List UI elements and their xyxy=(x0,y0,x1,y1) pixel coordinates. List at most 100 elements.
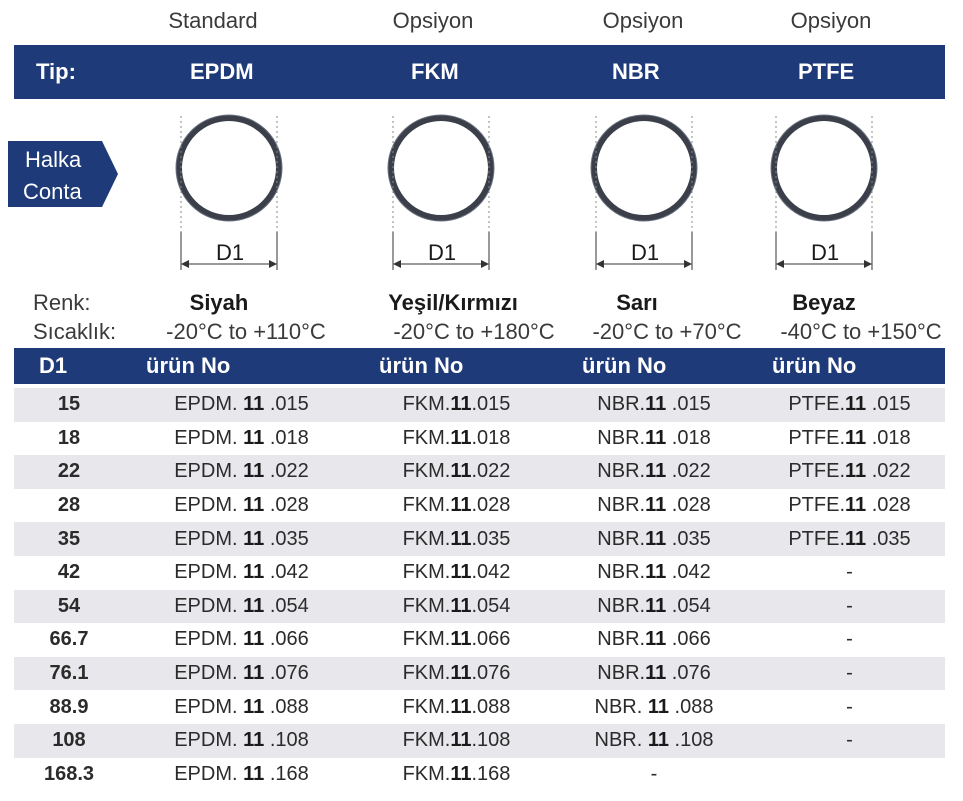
cell-ptfe: - xyxy=(754,589,945,624)
cell-nbr: NBR.11 .054 xyxy=(554,589,754,624)
code-suffix: .066 xyxy=(666,628,711,651)
code-suffix: .018 xyxy=(666,426,711,449)
code-suffix: .054 xyxy=(471,594,511,617)
cell-ptfe xyxy=(754,757,945,792)
code-suffix: .168 xyxy=(264,762,309,785)
ring-diagram-ptfe: D1 xyxy=(770,112,880,272)
code-prefix: NBR. xyxy=(594,729,648,752)
code-series: 11 xyxy=(243,494,265,517)
color-fkm: Yeşil/Kırmızı xyxy=(388,290,518,315)
code-suffix: .018 xyxy=(264,426,309,449)
type-epdm: EPDM xyxy=(190,59,254,84)
code-series: 11 xyxy=(645,594,667,617)
table-row: 42 EPDM. 11 .042 FKM.11.042 NBR.11 .042- xyxy=(14,555,945,590)
cell-fkm: FKM.11.042 xyxy=(359,555,554,590)
code-prefix: - xyxy=(650,762,658,785)
code-suffix: .018 xyxy=(471,426,511,449)
cell-d1: 168.3 xyxy=(14,757,124,792)
code-prefix: NBR. xyxy=(597,527,646,550)
temp-epdm: -20°C to +110°C xyxy=(166,319,326,344)
cell-nbr: NBR.11 .042 xyxy=(554,555,754,590)
code-series: 11 xyxy=(645,561,667,584)
cell-d1: 54 xyxy=(14,589,124,624)
code-suffix: .028 xyxy=(666,494,711,517)
cell-epdm: EPDM. 11 .015 xyxy=(124,388,359,422)
col-header-ptfe: ürün No xyxy=(772,353,857,378)
ring-tag-line1: Halka xyxy=(25,147,82,172)
code-suffix: .042 xyxy=(471,561,511,584)
code-suffix: .035 xyxy=(666,527,711,550)
d1-dimension-label: D1 xyxy=(427,240,457,265)
cell-d1: 18 xyxy=(14,421,124,456)
code-suffix: .054 xyxy=(264,594,309,617)
sicaklik-label: Sıcaklık: xyxy=(33,319,117,344)
code-series: 11 xyxy=(845,460,867,483)
code-suffix: .088 xyxy=(669,695,714,718)
type-ptfe: PTFE xyxy=(798,59,855,84)
cell-epdm: EPDM. 11 .108 xyxy=(124,723,359,758)
code-prefix: FKM. xyxy=(402,628,451,651)
d1-dimension-label: D1 xyxy=(810,240,840,265)
code-suffix: .035 xyxy=(866,527,911,550)
type-nbr: NBR xyxy=(612,59,660,84)
cell-epdm: EPDM. 11 .042 xyxy=(124,555,359,590)
cell-fkm: FKM.11.108 xyxy=(359,723,554,758)
code-series: 11 xyxy=(243,628,265,651)
temp-ptfe: -40°C to +150°C xyxy=(780,319,942,344)
cell-d1: 108 xyxy=(14,723,124,758)
code-prefix: EPDM. xyxy=(174,762,244,785)
code-prefix: - xyxy=(846,628,853,651)
ring-icon xyxy=(770,114,878,270)
table-row: 28 EPDM. 11 .028 FKM.11.028 NBR.11 .028 PTFE… xyxy=(14,488,945,523)
cell-d1: 35 xyxy=(14,522,124,556)
tag-arrow-shape xyxy=(8,141,118,207)
col-header-d1: D1 xyxy=(39,353,68,378)
code-prefix: FKM. xyxy=(402,393,451,416)
code-suffix: .028 xyxy=(866,494,911,517)
cell-epdm: EPDM. 11 .076 xyxy=(124,656,359,691)
code-series: 11 xyxy=(647,695,669,718)
cell-d1: 88.9 xyxy=(14,690,124,724)
cell-ptfe: - xyxy=(754,656,945,691)
col-header-fkm: ürün No xyxy=(379,353,464,378)
code-suffix: .015 xyxy=(666,393,711,416)
cell-ptfe: - xyxy=(754,723,945,758)
code-prefix: EPDM. xyxy=(174,628,244,651)
code-suffix: .088 xyxy=(264,695,309,718)
code-series: 11 xyxy=(845,494,867,517)
code-prefix: NBR. xyxy=(597,561,646,584)
code-suffix: .066 xyxy=(264,628,309,651)
code-prefix: FKM. xyxy=(402,561,451,584)
cell-nbr: NBR.11 .066 xyxy=(554,623,754,657)
code-prefix: EPDM. xyxy=(174,527,244,550)
code-prefix: FKM. xyxy=(402,594,451,617)
code-series: 11 xyxy=(450,561,472,584)
code-series: 11 xyxy=(645,393,667,416)
code-prefix: - xyxy=(846,594,853,617)
code-series: 11 xyxy=(645,460,667,483)
table-row: 108 EPDM. 11 .108 FKM.11.108 NBR. 11 .108- xyxy=(14,723,945,758)
cell-fkm: FKM.11.076 xyxy=(359,656,554,691)
ring-seal-tag: Halka Conta xyxy=(8,141,118,207)
code-series: 11 xyxy=(845,393,867,416)
cell-epdm: EPDM. 11 .168 xyxy=(124,757,359,792)
code-prefix: PTFE. xyxy=(788,527,846,550)
renk-label: Renk: xyxy=(33,290,91,315)
code-prefix: FKM. xyxy=(402,494,451,517)
product-table: 15 EPDM. 11 .015 FKM.11.015 NBR.11 .015 PTFE… xyxy=(14,388,945,792)
code-series: 11 xyxy=(243,527,265,550)
cell-fkm: FKM.11.035 xyxy=(359,522,554,556)
cell-ptfe: PTFE.11 .018 xyxy=(754,421,945,456)
code-suffix: .015 xyxy=(471,393,511,416)
cell-ptfe: - xyxy=(754,690,945,724)
cell-epdm: EPDM. 11 .035 xyxy=(124,522,359,556)
code-prefix: EPDM. xyxy=(174,494,244,517)
product-table-body: 15 EPDM. 11 .015 FKM.11.015 NBR.11 .015 PTFE… xyxy=(14,388,945,792)
code-prefix: EPDM. xyxy=(174,393,244,416)
table-row: 22 EPDM. 11 .022 FKM.11.022 NBR.11 .022 PTFE… xyxy=(14,455,945,489)
code-prefix: FKM. xyxy=(402,662,451,685)
code-series: 11 xyxy=(845,527,867,550)
table-header-band: D1 ürün No ürün No ürün No ürün No xyxy=(14,348,945,384)
code-series: 11 xyxy=(450,426,472,449)
ring-diagram-epdm: D1 xyxy=(175,112,285,272)
